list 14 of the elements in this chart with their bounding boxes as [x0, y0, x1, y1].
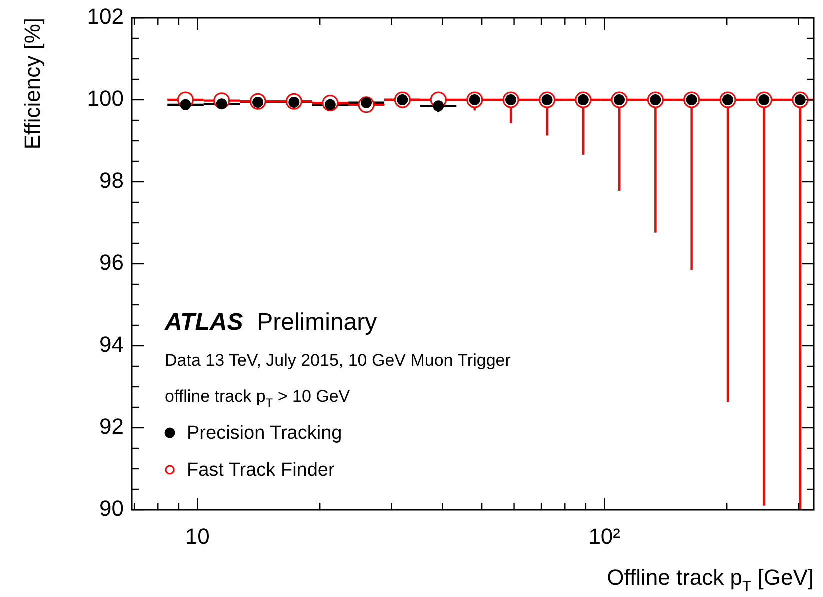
y-tick-label: 90	[100, 496, 124, 522]
legend-label: Precision Tracking	[187, 423, 342, 444]
annotation: ATLAS Preliminary	[164, 309, 378, 336]
y-tick-label: 96	[100, 250, 124, 276]
legend-label: Fast Track Finder	[187, 460, 336, 481]
x-tick-label: 10²	[588, 524, 620, 549]
y-tick-label: 100	[87, 86, 124, 112]
y-tick-label: 92	[100, 414, 124, 440]
y-tick-label: 98	[100, 168, 124, 194]
y-tick-label: 102	[87, 4, 124, 30]
y-tick-label: 94	[100, 332, 124, 358]
y-axis-title: Efficiency [%]	[20, 18, 45, 150]
x-tick-label: 10	[185, 524, 210, 549]
annotation: Data 13 TeV, July 2015, 10 GeV Muon Trigger	[165, 351, 512, 370]
